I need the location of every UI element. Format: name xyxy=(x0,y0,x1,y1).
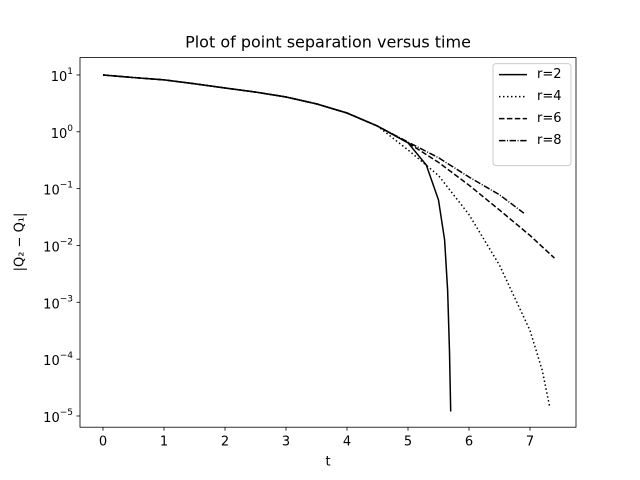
y-tick-exponent: −4 xyxy=(60,351,74,361)
y-tick-exponent: −2 xyxy=(60,237,73,247)
y-tick-exponent: −1 xyxy=(60,180,73,190)
y-tick-base: 10 xyxy=(43,410,60,425)
y-tick-exponent: 1 xyxy=(67,66,73,76)
y-tick-base: 10 xyxy=(43,240,60,255)
y-tick-label: 10−2 xyxy=(43,237,73,255)
line-series xyxy=(102,74,525,214)
x-tick-label: 7 xyxy=(526,435,534,450)
y-tick-label: 10−5 xyxy=(43,407,73,425)
legend-label: r=8 xyxy=(537,133,562,148)
plot-frame xyxy=(79,57,577,428)
legend-label: r=4 xyxy=(537,89,562,104)
y-tick-base: 10 xyxy=(43,354,60,369)
y-tick-base: 10 xyxy=(43,183,60,198)
legend-label: r=6 xyxy=(537,111,562,126)
y-tick-exponent: 0 xyxy=(67,123,73,133)
y-tick-exponent: −5 xyxy=(60,407,73,417)
x-tick-label: 4 xyxy=(343,435,351,450)
y-tick-label: 10−4 xyxy=(43,351,73,369)
y-tick-label: 101 xyxy=(51,66,73,84)
y-tick-base: 10 xyxy=(43,297,60,312)
y-tick-label: 10−1 xyxy=(43,180,73,198)
y-tick-base: 10 xyxy=(51,69,68,84)
y-tick-label: 100 xyxy=(51,123,74,141)
x-tick-label: 1 xyxy=(160,435,168,450)
y-axis-label: |Q₂ − Q₁| xyxy=(13,213,28,272)
chart-title: Plot of point separation versus time xyxy=(185,33,471,52)
legend-label: r=2 xyxy=(537,67,562,82)
y-tick-base: 10 xyxy=(51,126,68,141)
x-tick-label: 0 xyxy=(99,435,107,450)
x-tick-label: 3 xyxy=(282,435,290,450)
y-tick-label: 10−3 xyxy=(43,294,73,312)
x-tick-label: 5 xyxy=(404,435,412,450)
x-tick-label: 6 xyxy=(465,435,473,450)
x-tick-label: 2 xyxy=(221,435,229,450)
x-axis-label: t xyxy=(325,455,330,470)
y-tick-exponent: −3 xyxy=(60,294,73,304)
